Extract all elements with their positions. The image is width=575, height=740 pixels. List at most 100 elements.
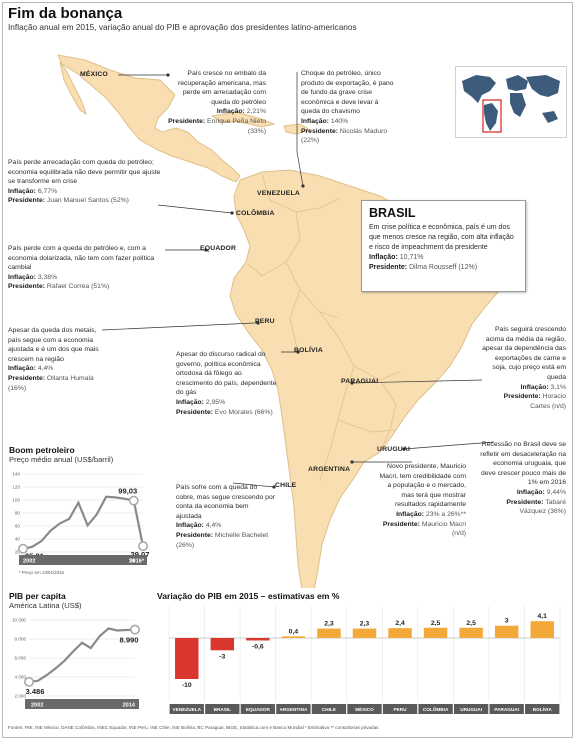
y-tick-label: 80 (15, 511, 21, 516)
bar-value-label: 2,3 (324, 621, 334, 628)
inflation-label: Inflação: (516, 488, 545, 496)
president-label: Presidente: (506, 498, 544, 506)
president-label: Presidente: (176, 408, 214, 416)
pib-panel-title: PIB per capita (9, 591, 66, 601)
x-tick-label: 2002 (23, 559, 35, 565)
note-colombia-text: País perde arrecadação com queda do petr… (8, 159, 161, 186)
bar-value-label: -10 (182, 682, 192, 689)
pib-panel-subtitle: América Latina (US$) (9, 601, 82, 610)
inflation-label: Inflação: (520, 383, 549, 391)
president-value: Juan Manuel Santos (52%) (46, 197, 129, 205)
inflation-value: 4,4% (37, 365, 54, 373)
bar (210, 638, 235, 651)
bar-value-label: 2,4 (395, 620, 405, 627)
category-label-bg (169, 704, 204, 714)
category-label-bg (418, 704, 453, 714)
note-venezuela-text: Choque do petróleo, único produto de exp… (301, 70, 394, 116)
note-paraguai-text: País seguirá crescendo acima da média da… (482, 326, 566, 381)
x-tick-label: 2016* (129, 559, 144, 565)
country-label-colombia: COLÔMBIA (236, 210, 275, 217)
note-peru-text: Apesar da queda dos metais, país segue c… (8, 327, 99, 363)
selected-region-marker (482, 99, 502, 133)
inflation-label: Inflação: (301, 117, 329, 125)
category-label-bg (382, 704, 418, 714)
bar (175, 638, 199, 679)
oil-price-chart: 2040608010012014025,0199,0329,0720021420… (12, 472, 149, 575)
president-label: Presidente: (382, 520, 420, 528)
bar-value-label: 2,5 (431, 620, 441, 627)
category-label-bg (489, 704, 524, 714)
president-value: Nicolás Maduro (22%) (301, 127, 388, 145)
category-label: EQUADOR (246, 707, 271, 712)
president-value: Ollanta Humala (16%) (8, 374, 94, 392)
note-mexico: País cresce no embalo da recuperação ame… (168, 69, 266, 136)
data-point-marker (23, 676, 34, 687)
bar (352, 628, 377, 638)
category-label: ARGENTINA (279, 707, 307, 712)
x-axis-band (19, 555, 147, 565)
inflation-label: Inflação: (396, 510, 425, 518)
note-chile: País sofre com a queda do cobre, mas seg… (176, 483, 276, 550)
president-value: Evo Morales (66%) (214, 408, 273, 416)
president-value: Horacio Cartes (n/d) (530, 393, 566, 410)
category-label-bg (240, 704, 276, 714)
note-bolivia-text: Apesar do discurso radical do governo, p… (176, 351, 277, 397)
y-tick-label: 6.000 (15, 656, 27, 661)
oil-panel-subtitle: Preço médio anual (US$/barril) (9, 455, 114, 464)
inflation-value: 23% a 26%** (425, 510, 466, 518)
note-uruguai-text: Recessão no Brasil deve se refletir em d… (480, 441, 566, 487)
y-tick-label: 4.000 (15, 675, 27, 680)
bar (423, 627, 448, 638)
x-tick-label: 2002 (31, 703, 43, 709)
bar (530, 621, 554, 638)
category-label-bg (525, 704, 560, 714)
category-label-bg (205, 704, 240, 714)
bar (246, 638, 270, 641)
gdp-variation-chart: -10 VENEZUELA -3 BRASIL -0,6 EQUADOR 0,4 ARGENT… (168, 606, 561, 714)
source-footnote: Fontes: FMI, INE México, DANE Colômbia, … (8, 725, 379, 730)
page-subtitle: Inflação anual em 2015, variação anual d… (8, 22, 357, 32)
note-venezuela: Choque do petróleo, único produto de exp… (301, 69, 396, 146)
inflation-value: 6,77% (37, 187, 58, 195)
note-uruguai: Recessão no Brasil deve se refletir em d… (480, 440, 566, 517)
bar-value-label: 3 (505, 618, 509, 625)
category-label-bg (311, 704, 347, 714)
gdp-panel-title: Variação do PIB em 2015 – estimativas em… (157, 591, 340, 601)
category-label: BOLÍVIA (533, 705, 553, 712)
president-label: Presidente: (369, 264, 408, 271)
category-label-bg (347, 704, 382, 714)
inflation-label: Inflação: (8, 365, 36, 373)
x-tick-label: 2014 (123, 703, 136, 709)
data-point-marker (128, 495, 139, 506)
president-label: Presidente: (301, 127, 339, 135)
category-label-bg (453, 704, 489, 714)
y-tick-label: 10.000 (12, 618, 26, 623)
data-point-marker (18, 543, 28, 554)
inflation-value: 2,95% (205, 398, 226, 406)
note-equador-text: País perde com a queda do petróleo e, co… (8, 245, 155, 272)
bar (281, 636, 306, 638)
note-argentina: Novo presidente, Mauricio Macri, tem cre… (378, 462, 466, 539)
bar-value-label: -3 (219, 653, 225, 660)
note-argentina-text: Novo presidente, Mauricio Macri, tem cre… (379, 463, 466, 509)
map-cuba-shape (210, 111, 276, 128)
country-label-paraguai: PARAGUAI (341, 378, 379, 385)
category-label: COLÔMBIA (423, 705, 449, 712)
y-tick-label: 2.000 (15, 694, 27, 699)
y-tick-label: 100 (12, 498, 20, 503)
inflation-label: Inflação: (8, 187, 36, 195)
category-label: MÉXICO (355, 705, 374, 712)
note-brasil: Em crise política e econômica, país é um… (369, 223, 518, 273)
bar-value-label: 0,4 (289, 628, 299, 635)
note-peru: Apesar da queda dos metais, país segue c… (8, 326, 102, 393)
category-label: PERU (394, 707, 408, 712)
gdp-variation-panel: Variação do PIB em 2015 – estimativas em… (155, 588, 568, 720)
inflation-value: 10,71% (399, 254, 424, 261)
president-value: Michelle Bachelet (26%) (176, 531, 269, 549)
x-tick-label: 14 (129, 559, 136, 565)
x-axis-band (25, 699, 139, 709)
president-label: Presidente: (168, 117, 206, 125)
data-label: 8.990 (119, 636, 138, 645)
page-title: Fim da bonança (8, 5, 123, 22)
